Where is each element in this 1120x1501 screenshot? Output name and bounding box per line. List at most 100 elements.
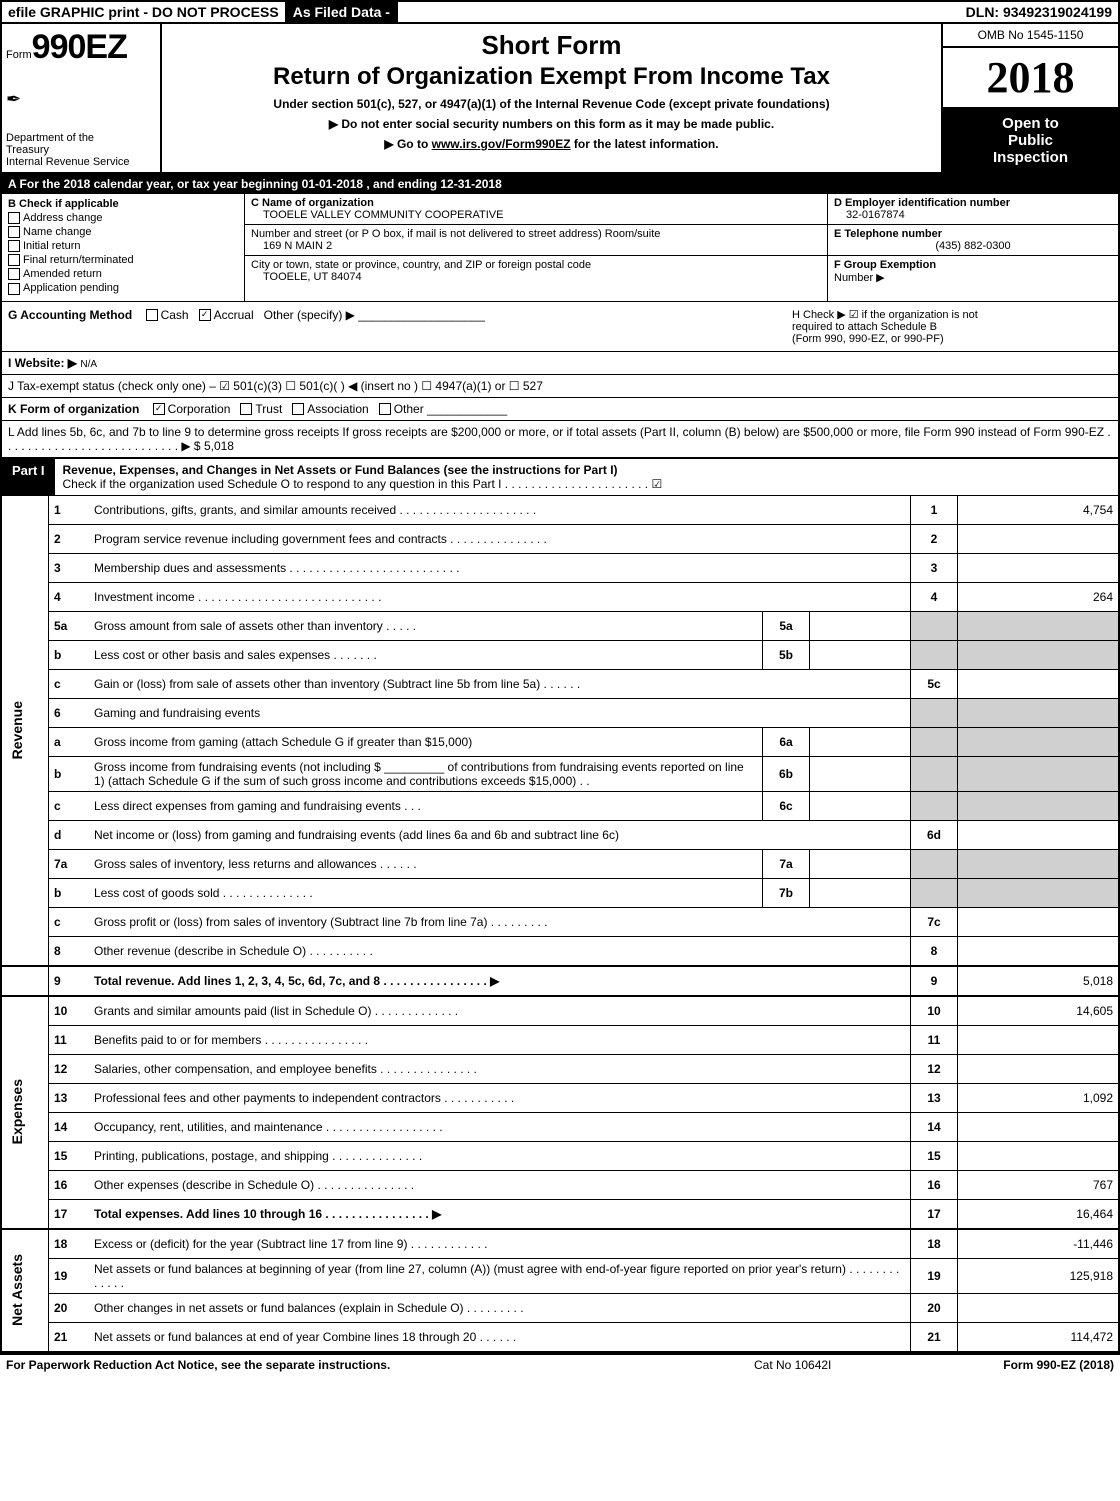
check-initial-return[interactable]: Initial return [8, 240, 238, 252]
check-accrual[interactable]: ✓ [199, 309, 211, 321]
arrow-2: ▶ Go to www.irs.gov/Form990EZ for the la… [170, 137, 933, 151]
part-1-header: Part I Revenue, Expenses, and Changes in… [2, 459, 1118, 496]
amount-4: 264 [958, 582, 1119, 611]
section-def: D Employer identification number 32-0167… [827, 194, 1118, 301]
section-gh: G Accounting Method Cash ✓Accrual Other … [2, 302, 1118, 352]
amount-11 [958, 1025, 1119, 1054]
check-other-org[interactable] [379, 403, 391, 415]
d-label: D Employer identification number [834, 197, 1112, 209]
revenue-label: Revenue [7, 693, 27, 767]
line-14: 14Occupancy, rent, utilities, and mainte… [2, 1112, 1118, 1141]
public-label: Public [947, 132, 1114, 149]
footer: For Paperwork Reduction Act Notice, see … [0, 1354, 1120, 1375]
c-addr-label: Number and street (or P O box, if mail i… [251, 228, 821, 240]
arrow-1: ▶ Do not enter social security numbers o… [170, 117, 933, 131]
amount-14 [958, 1112, 1119, 1141]
line-6b: b Gross income from fundraising events (… [2, 756, 1118, 791]
amount-16: 767 [958, 1170, 1119, 1199]
amount-19: 125,918 [958, 1258, 1119, 1293]
part-1-table: Revenue 1 Contributions, gifts, grants, … [2, 496, 1118, 1352]
line-9: 9 Total revenue. Add lines 1, 2, 3, 4, 5… [2, 966, 1118, 996]
c-name-label: C Name of organization [251, 197, 821, 209]
expenses-label: Expenses [7, 1071, 27, 1152]
line-6: 6 Gaming and fundraising events [2, 698, 1118, 727]
check-app-pending[interactable]: Application pending [8, 282, 238, 294]
line-6d: d Net income or (loss) from gaming and f… [2, 820, 1118, 849]
amount-3 [958, 553, 1119, 582]
c-city-val: TOOELE, UT 84074 [251, 271, 821, 283]
amount-17: 16,464 [958, 1199, 1119, 1229]
part-1-label: Part I [2, 459, 55, 495]
line-12: 12Salaries, other compensation, and empl… [2, 1054, 1118, 1083]
line-7c: c Gross profit or (loss) from sales of i… [2, 907, 1118, 936]
check-final-return[interactable]: Final return/terminated [8, 254, 238, 266]
short-form-title: Short Form [170, 30, 933, 61]
amount-20 [958, 1293, 1119, 1322]
section-k: K Form of organization ✓Corporation Trus… [2, 398, 1118, 421]
net-assets-label: Net Assets [7, 1246, 27, 1334]
line-11: 11Benefits paid to or for members . . . … [2, 1025, 1118, 1054]
line-8: 8 Other revenue (describe in Schedule O)… [2, 936, 1118, 966]
line-1: Revenue 1 Contributions, gifts, grants, … [2, 496, 1118, 525]
line-6c: c Less direct expenses from gaming and f… [2, 791, 1118, 820]
header-row: Form990EZ ✒ Department of the Treasury I… [2, 24, 1118, 174]
footer-form-id: Form 990-EZ (2018) [934, 1358, 1114, 1372]
line-18: Net Assets 18Excess or (deficit) for the… [2, 1229, 1118, 1259]
check-amended-return[interactable]: Amended return [8, 268, 238, 280]
line-3: 3 Membership dues and assessments . . . … [2, 553, 1118, 582]
line-10: Expenses 10 Grants and similar amounts p… [2, 996, 1118, 1026]
check-trust[interactable] [240, 403, 252, 415]
amount-1: 4,754 [958, 496, 1119, 525]
inspection-box: Open to Public Inspection [943, 109, 1118, 172]
line-5a: 5a Gross amount from sale of assets othe… [2, 611, 1118, 640]
check-corporation[interactable]: ✓ [153, 403, 165, 415]
i-label: I Website: ▶ [8, 356, 77, 370]
line-7a: 7a Gross sales of inventory, less return… [2, 849, 1118, 878]
line-16: 16Other expenses (describe in Schedule O… [2, 1170, 1118, 1199]
line-4: 4 Investment income . . . . . . . . . . … [2, 582, 1118, 611]
dept-line2: Treasury [6, 144, 156, 156]
amount-10: 14,605 [958, 996, 1119, 1026]
header-center: Short Form Return of Organization Exempt… [162, 24, 941, 172]
line-15: 15Printing, publications, postage, and s… [2, 1141, 1118, 1170]
footer-paperwork: For Paperwork Reduction Act Notice, see … [6, 1358, 754, 1372]
efile-label: efile GRAPHIC print - DO NOT PROCESS [2, 2, 285, 22]
b-label: B Check if applicable [8, 198, 238, 210]
amount-21: 114,472 [958, 1322, 1119, 1351]
h-line3: (Form 990, 990-EZ, or 990-PF) [792, 333, 1112, 345]
amount-5c [958, 669, 1119, 698]
c-city-label: City or town, state or province, country… [251, 259, 821, 271]
dln-label: DLN: 93492319024199 [960, 2, 1118, 22]
irs-eagle-icon: ✒ [6, 89, 156, 110]
check-cash[interactable] [146, 309, 158, 321]
e-label: E Telephone number [834, 228, 1112, 240]
line-5b: b Less cost or other basis and sales exp… [2, 640, 1118, 669]
h-line1: H Check ▶ ☑ if the organization is not [792, 308, 1112, 321]
f-label: F Group Exemption [834, 259, 936, 271]
k-label: K Form of organization [8, 402, 139, 416]
h-line2: required to attach Schedule B [792, 321, 1112, 333]
amount-18: -11,446 [958, 1229, 1119, 1259]
check-name-change[interactable]: Name change [8, 226, 238, 238]
section-bcdef: B Check if applicable Address change Nam… [2, 194, 1118, 302]
check-association[interactable] [292, 403, 304, 415]
header-right: OMB No 1545-1150 2018 Open to Public Ins… [941, 24, 1118, 172]
amount-13: 1,092 [958, 1083, 1119, 1112]
c-addr-val: 169 N MAIN 2 [251, 240, 821, 252]
omb-number: OMB No 1545-1150 [943, 24, 1118, 48]
amount-9: 5,018 [958, 966, 1119, 996]
section-b: B Check if applicable Address change Nam… [2, 194, 245, 301]
amount-8 [958, 936, 1119, 966]
section-i: I Website: ▶ N/A [2, 352, 1118, 375]
as-filed-label: As Filed Data - [285, 2, 398, 22]
open-to-label: Open to [947, 115, 1114, 132]
line-7b: b Less cost of goods sold . . . . . . . … [2, 878, 1118, 907]
check-address-change[interactable]: Address change [8, 212, 238, 224]
dept-line1: Department of the [6, 132, 156, 144]
g-other: Other (specify) ▶ [264, 308, 355, 322]
amount-12 [958, 1054, 1119, 1083]
amount-6d [958, 820, 1119, 849]
tax-year: 2018 [943, 48, 1118, 109]
line-21: 21Net assets or fund balances at end of … [2, 1322, 1118, 1351]
line-17: 17 Total expenses. Add lines 10 through … [2, 1199, 1118, 1229]
